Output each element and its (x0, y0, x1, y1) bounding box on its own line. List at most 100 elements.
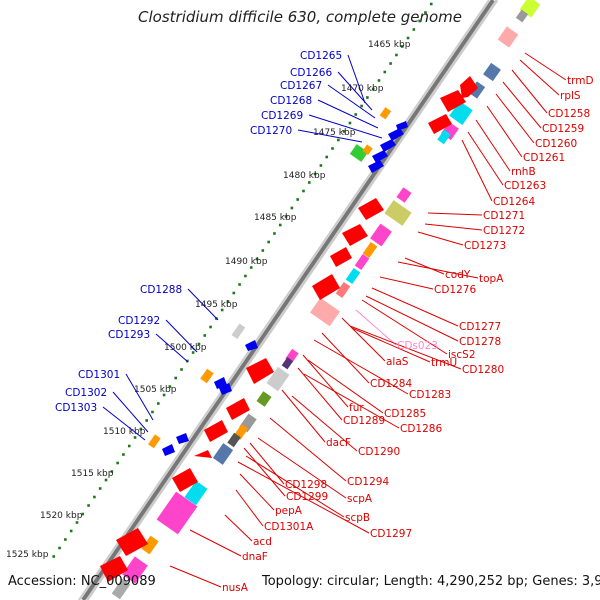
reverse-gene-feature[interactable] (440, 90, 466, 112)
reverse-gene-label[interactable]: codY (445, 269, 471, 281)
forward-gene-feature[interactable] (388, 128, 404, 141)
reverse-gene-feature[interactable] (172, 468, 198, 492)
reverse-gene-feature[interactable] (141, 535, 159, 555)
reverse-gene-label[interactable]: CD1290 (358, 446, 400, 458)
reverse-gene-label[interactable]: dnaF (242, 551, 268, 563)
reverse-gene-label[interactable]: CD1277 (459, 321, 501, 333)
reverse-gene-label[interactable]: CD1299 (286, 491, 328, 503)
reverse-gene-label[interactable]: CDs023 (397, 340, 438, 352)
reverse-gene-label[interactable]: CD1263 (504, 180, 546, 192)
reverse-gene-feature[interactable] (266, 366, 290, 392)
reverse-gene-feature[interactable] (515, 9, 529, 23)
reverse-gene-label[interactable]: scpB (345, 512, 370, 524)
reverse-gene-feature[interactable] (468, 81, 486, 99)
reverse-gene-label[interactable]: CD1283 (409, 389, 451, 401)
reverse-gene-feature[interactable] (310, 297, 340, 327)
reverse-gene-label[interactable]: dacF (326, 437, 351, 449)
reverse-gene-feature[interactable] (194, 450, 212, 458)
reverse-gene-feature[interactable] (342, 224, 368, 246)
reverse-gene-label[interactable]: fur (349, 402, 364, 414)
reverse-gene-label[interactable]: CD1297 (370, 528, 412, 540)
reverse-gene-feature[interactable] (256, 391, 272, 407)
forward-gene-label[interactable]: CD1269 (261, 110, 303, 122)
forward-gene-feature[interactable] (396, 121, 408, 131)
forward-gene-label[interactable]: CD1301 (78, 369, 120, 381)
reverse-gene-feature[interactable] (312, 274, 340, 300)
forward-gene-label[interactable]: CD1303 (55, 402, 97, 414)
reverse-gene-label[interactable]: nusA (222, 582, 249, 594)
reverse-gene-feature[interactable] (428, 114, 452, 134)
reverse-gene-label[interactable]: CD1260 (535, 138, 577, 150)
reverse-gene-feature[interactable] (116, 528, 148, 556)
forward-gene-feature[interactable] (231, 323, 246, 340)
forward-gene-label[interactable]: CD1265 (300, 50, 342, 62)
forward-gene-label[interactable]: CD1267 (280, 80, 322, 92)
forward-gene-label[interactable]: CD1292 (118, 315, 160, 327)
reverse-gene-label[interactable]: trmU (431, 357, 457, 369)
reverse-gene-feature[interactable] (497, 26, 519, 48)
reverse-gene-label[interactable]: CD1280 (462, 364, 504, 376)
forward-gene-label[interactable]: CD1302 (65, 387, 107, 399)
reverse-gene-feature[interactable] (345, 267, 361, 285)
reverse-gene-label[interactable]: trmD (567, 75, 594, 87)
reverse-gene-feature[interactable] (281, 357, 294, 370)
reverse-gene-label[interactable]: CD1301A (264, 521, 314, 533)
forward-gene-label[interactable]: CD1268 (270, 95, 312, 107)
reverse-gene-feature[interactable] (204, 420, 228, 442)
forward-gene-feature[interactable] (219, 383, 232, 395)
reverse-gene-feature[interactable] (100, 556, 128, 582)
reverse-gene-feature[interactable] (111, 578, 131, 600)
reverse-gene-label[interactable]: CD1258 (548, 108, 590, 120)
reverse-gene-feature[interactable] (212, 443, 234, 465)
forward-gene-feature[interactable] (372, 150, 388, 163)
reverse-gene-label[interactable]: CD1272 (483, 225, 525, 237)
reverse-gene-label[interactable]: scpA (347, 493, 373, 505)
reverse-gene-label[interactable]: alaS (386, 356, 409, 368)
reverse-gene-label[interactable]: CD1278 (459, 336, 501, 348)
reverse-gene-feature[interactable] (437, 129, 451, 145)
forward-gene-feature[interactable] (362, 144, 373, 155)
reverse-gene-feature[interactable] (449, 101, 473, 125)
reverse-gene-feature[interactable] (335, 281, 351, 299)
forward-gene-label[interactable]: CD1266 (290, 67, 332, 79)
reverse-gene-label[interactable]: CD1298 (285, 479, 327, 491)
reverse-gene-label[interactable]: CD1294 (347, 476, 389, 488)
reverse-gene-label[interactable]: CD1271 (483, 210, 525, 222)
reverse-gene-label[interactable]: CD1286 (400, 423, 442, 435)
reverse-gene-feature[interactable] (226, 398, 250, 420)
forward-gene-feature[interactable] (176, 433, 189, 444)
reverse-gene-feature[interactable] (483, 62, 501, 82)
reverse-gene-feature[interactable] (184, 480, 208, 506)
reverse-gene-label[interactable]: CD1273 (464, 240, 506, 252)
reverse-gene-feature[interactable] (460, 76, 478, 98)
forward-gene-feature[interactable] (380, 139, 396, 152)
reverse-gene-label[interactable]: CD1261 (523, 152, 565, 164)
forward-gene-label[interactable]: CD1270 (250, 125, 292, 137)
reverse-gene-feature[interactable] (330, 247, 352, 267)
reverse-gene-label[interactable]: CD1259 (542, 123, 584, 135)
reverse-gene-label[interactable]: CD1264 (493, 196, 535, 208)
reverse-gene-feature[interactable] (358, 198, 384, 220)
reverse-gene-label[interactable]: CD1284 (370, 378, 412, 390)
reverse-gene-feature[interactable] (354, 253, 370, 271)
reverse-gene-label[interactable]: pepA (275, 505, 303, 517)
forward-gene-feature[interactable] (349, 144, 369, 162)
reverse-gene-feature[interactable] (370, 223, 392, 247)
reverse-gene-label[interactable]: CD1285 (384, 408, 426, 420)
reverse-gene-feature[interactable] (246, 358, 274, 384)
reverse-gene-label[interactable]: CD1289 (343, 415, 385, 427)
reverse-gene-feature[interactable] (122, 556, 148, 584)
forward-gene-feature[interactable] (162, 444, 175, 456)
reverse-gene-label[interactable]: topA (479, 273, 504, 285)
reverse-gene-label[interactable]: CD1276 (434, 284, 476, 296)
reverse-gene-label[interactable]: acd (253, 536, 272, 548)
forward-gene-label[interactable]: CD1288 (140, 284, 182, 296)
forward-gene-feature[interactable] (379, 107, 392, 120)
reverse-gene-feature[interactable] (396, 187, 412, 203)
reverse-gene-feature[interactable] (156, 491, 198, 535)
reverse-gene-label[interactable]: rplS (560, 90, 581, 102)
forward-gene-label[interactable]: CD1293 (108, 329, 150, 341)
reverse-gene-label[interactable]: rnhB (511, 166, 536, 178)
forward-gene-feature[interactable] (200, 368, 214, 384)
forward-gene-feature[interactable] (148, 434, 161, 449)
